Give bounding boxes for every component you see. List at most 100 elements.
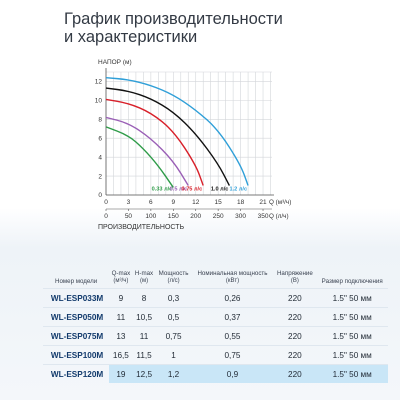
column-header-unit: (м) bbox=[139, 278, 149, 284]
cell-qmax: 16,5 bbox=[109, 345, 133, 365]
series-label: 1.0 л/с bbox=[211, 187, 229, 193]
cell-qmax: 13 bbox=[109, 326, 133, 346]
x-tick-label-m3h: 18 bbox=[237, 199, 245, 206]
column-header: Мощность (л/с) bbox=[156, 270, 192, 289]
x-tick-label-lh: 300 bbox=[235, 213, 246, 220]
cell-nominal: 0,26 bbox=[191, 288, 274, 308]
column-header-label: Q-max bbox=[111, 270, 131, 277]
cell-nominal: 0,37 bbox=[191, 307, 274, 327]
y-tick-label: 8 bbox=[98, 117, 102, 124]
table-row: WL-ESP100M 16,5 11,5 1 0,75 220 1.5" 50 мм bbox=[43, 345, 388, 365]
y-tick-label: 0 bbox=[98, 192, 102, 199]
page-title: График производительности и характеристи… bbox=[64, 10, 364, 46]
cell-hmax: 11,5 bbox=[132, 345, 156, 365]
cell-model: WL-ESP050M bbox=[43, 307, 110, 327]
spec-table: Номер модели Q-max (м³/ч) H-max (м) Мощность(… bbox=[43, 270, 388, 383]
x-tick-label-m3h: 6 bbox=[149, 199, 153, 206]
cell-model: WL-ESP120M bbox=[43, 364, 110, 383]
series-line bbox=[105, 76, 249, 186]
cell-size: 1.5" 50 мм bbox=[316, 345, 388, 365]
cell-model: WL-ESP100M bbox=[43, 345, 110, 365]
x-tick-label-m3h: 9 bbox=[171, 199, 175, 206]
table-header-row: Номер модели Q-max (м³/ч) H-max (м) Мощность(… bbox=[43, 270, 388, 289]
x-tick-label-m3h: 12 bbox=[192, 199, 200, 206]
performance-chart: НАПОР (м) 0 2 4 6 8 10 12 0 3 6 9 12 15 18 21 Q (м³/ч) 0 5… bbox=[95, 59, 292, 231]
column-header: Номер модели bbox=[43, 270, 109, 289]
cell-size: 1.5" 50 мм bbox=[316, 326, 388, 346]
x-tick-label-lh: 100 bbox=[145, 213, 156, 220]
y-tick-label: 10 bbox=[95, 98, 103, 105]
column-header: Напряжение (В) bbox=[273, 270, 316, 289]
y-tick-label: 6 bbox=[98, 135, 102, 142]
table-row: WL-ESP033M 9 8 0,3 0,26 220 1.5" 50 мм bbox=[43, 288, 388, 308]
x-tick-label-lh: 350 bbox=[258, 213, 269, 220]
cell-voltage: 220 bbox=[273, 326, 317, 346]
y-tick-label: 4 bbox=[98, 154, 102, 161]
table-row: WL-ESP050M 11 10,5 0,5 0,37 220 1.5" 50 мм bbox=[43, 307, 388, 327]
x-tick-label-m3h: 15 bbox=[215, 199, 223, 206]
column-header: Q-max (м³/ч) bbox=[109, 270, 132, 289]
x-axis-caption: ПРОИЗВОДИТЕЛЬНОСТЬ bbox=[98, 224, 184, 231]
title-line-1: График производительности bbox=[64, 10, 283, 28]
cell-hmax: 10,5 bbox=[132, 307, 156, 327]
column-header-label: Номинальная мощность bbox=[197, 270, 268, 277]
x-axis-label-lh: Q (л/ч) bbox=[269, 213, 289, 220]
cell-hmax: 8 bbox=[132, 288, 156, 308]
cell-qmax: 11 bbox=[109, 307, 133, 327]
x-tick-label-lh: 250 bbox=[213, 213, 224, 220]
column-header: H-max (м) bbox=[133, 270, 156, 289]
table-row: WL-ESP075M 13 11 0,75 0,55 220 1.5" 50 мм bbox=[43, 326, 388, 346]
series-label: 0.5 л/с bbox=[170, 187, 188, 193]
cell-nominal: 0,55 bbox=[191, 326, 274, 346]
x-tick-label-m3h: 21 bbox=[259, 199, 267, 206]
cell-hmax: 11 bbox=[132, 326, 156, 346]
cell-size: 1.5" 50 мм bbox=[316, 307, 388, 327]
column-header: Размер подключения bbox=[316, 270, 388, 289]
cell-power: 1 bbox=[155, 345, 192, 365]
cell-voltage: 220 bbox=[273, 345, 317, 365]
x-tick-label-m3h: 0 bbox=[104, 199, 108, 206]
column-header-unit: (кВт) bbox=[225, 278, 240, 284]
cell-voltage: 220 bbox=[273, 307, 317, 327]
cell-nominal: 0,75 bbox=[191, 345, 274, 365]
y-axis-label: НАПОР (м) bbox=[98, 59, 132, 66]
x-tick-label-m3h: 3 bbox=[127, 199, 131, 206]
cell-voltage: 220 bbox=[273, 288, 317, 308]
cell-qmax: 9 bbox=[109, 288, 133, 308]
column-header-label: H-max bbox=[134, 270, 154, 277]
table-row: WL-ESP120M 19 12,5 1,2 0,9 220 1.5" 50 мм bbox=[43, 364, 388, 383]
series-label: 0.75 л/с bbox=[182, 187, 203, 193]
x-axis-label-m3h: Q (м³/ч) bbox=[269, 199, 291, 206]
series-line bbox=[105, 126, 174, 188]
series-label: 0.33 л/с bbox=[152, 187, 173, 193]
column-header-label: Размер подключения bbox=[321, 278, 383, 285]
cell-model: WL-ESP033M bbox=[43, 288, 110, 308]
column-header: Номинальная мощность (кВт) bbox=[192, 270, 274, 289]
cell-power: 0,75 bbox=[155, 326, 192, 346]
series-line bbox=[105, 87, 231, 186]
cell-power: 1,2 bbox=[155, 364, 192, 383]
x-tick-label-lh: 150 bbox=[168, 213, 179, 220]
cell-hmax: 12,5 bbox=[132, 364, 156, 383]
x-tick-label-lh: 50 bbox=[125, 213, 133, 220]
y-tick-label: 2 bbox=[98, 173, 102, 180]
series-line bbox=[105, 116, 189, 186]
y-tick-label: 12 bbox=[95, 79, 103, 86]
column-header-unit: (В) bbox=[290, 278, 299, 284]
cell-qmax: 19 bbox=[109, 364, 133, 383]
cell-size: 1.5" 50 мм bbox=[316, 364, 388, 383]
column-header-label: Номер модели bbox=[54, 278, 98, 285]
cell-model: WL-ESP075M bbox=[43, 326, 110, 346]
column-header-label: Напряжение bbox=[276, 270, 313, 277]
cell-nominal: 0,9 bbox=[191, 364, 274, 383]
cell-power: 0,5 bbox=[155, 307, 192, 327]
x-tick-label-lh: 0 bbox=[104, 213, 108, 220]
cell-size: 1.5" 50 мм bbox=[316, 288, 388, 308]
title-line-2: и характеристики bbox=[64, 28, 198, 46]
column-header-unit: (л/с) bbox=[167, 278, 180, 284]
series-label: 1.2 л/с bbox=[230, 187, 248, 193]
cell-voltage: 220 bbox=[273, 364, 317, 383]
series-line bbox=[105, 98, 204, 186]
table-body: WL-ESP033M 9 8 0,3 0,26 220 1.5" 50 мм WL-ESP05… bbox=[43, 288, 388, 383]
x-tick-label-lh: 200 bbox=[190, 213, 201, 220]
